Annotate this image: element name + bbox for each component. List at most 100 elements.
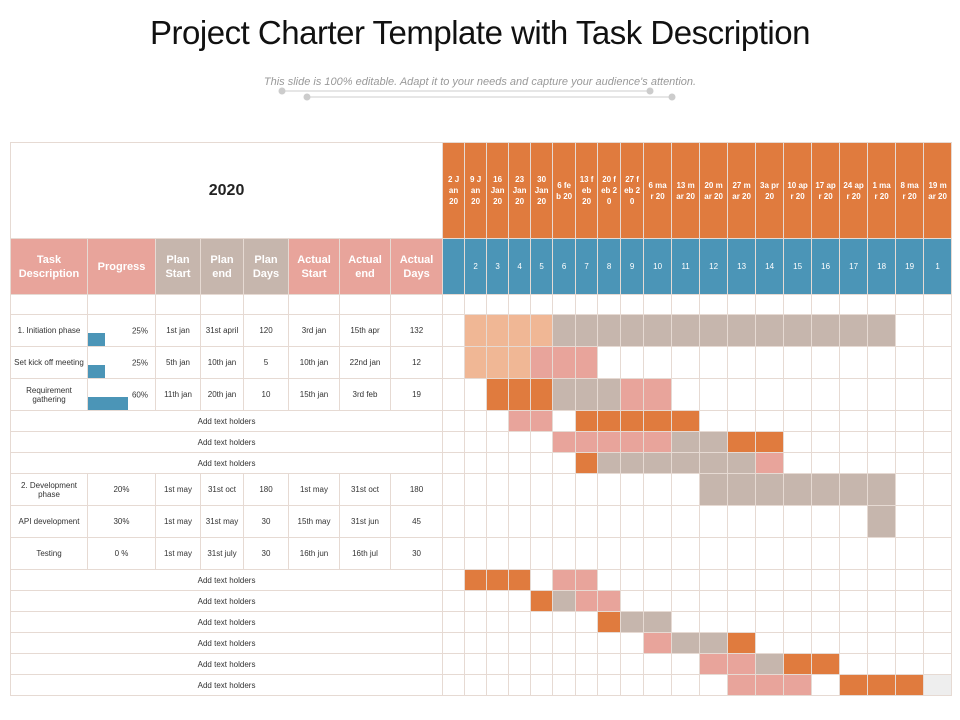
- cell: 180: [243, 473, 289, 506]
- gantt-cell: [923, 473, 953, 506]
- gantt-cell: [671, 632, 701, 654]
- cell: 0 %: [87, 537, 156, 570]
- gantt-cell: [486, 505, 510, 538]
- cell: Requirement gathering: [10, 378, 88, 411]
- task-row: 2. Development phase 20% 1st may 31st oct 18…: [10, 473, 953, 506]
- gantt-cell: [895, 569, 925, 591]
- gantt-cell: [620, 611, 645, 633]
- gantt-cell: [699, 632, 729, 654]
- gantt-cell: [508, 431, 532, 453]
- column-header-row: Task Description Progress Plan Start Plan e…: [10, 238, 953, 295]
- gantt-cell: [755, 632, 785, 654]
- gantt-cell: [811, 632, 841, 654]
- gantt-cell: [508, 452, 532, 474]
- gantt-cell: [755, 505, 785, 538]
- gantt-cell: [508, 674, 532, 696]
- gantt-cell: [597, 314, 622, 347]
- cell: 31st july: [200, 537, 244, 570]
- gantt-cell: [727, 378, 757, 411]
- gantt-cell: [699, 346, 729, 379]
- empty-cell: [620, 294, 645, 315]
- gantt-cell: [464, 431, 488, 453]
- gantt-cell: [530, 378, 554, 411]
- gantt-cell: [783, 590, 813, 612]
- task-row: Add text holders: [9, 674, 953, 696]
- gantt-cell: [530, 632, 554, 654]
- gantt-cell: [464, 378, 488, 411]
- gantt-cell: [486, 410, 510, 432]
- gantt-cell: [727, 410, 757, 432]
- date-header: 20 feb 20: [597, 142, 622, 239]
- empty-cell: [923, 294, 953, 315]
- gantt-cell: [508, 410, 532, 432]
- gantt-cell: [839, 431, 869, 453]
- empty-cell: [839, 294, 869, 315]
- gantt-cell: [811, 653, 841, 675]
- gantt-cell: [783, 674, 813, 696]
- gantt-cell: [575, 410, 599, 432]
- column-header: Actual Days: [389, 238, 444, 295]
- progress-bar: [88, 396, 129, 410]
- gantt-cell: [464, 537, 488, 570]
- date-header: 9 Jan 20: [464, 142, 488, 239]
- gantt-cell: [671, 590, 701, 612]
- subtitle: This slide is 100% editable. Adapt it to…: [263, 76, 697, 88]
- progress-cell: 25%: [87, 314, 156, 347]
- progress-bar: [88, 332, 105, 346]
- empty-cell: [486, 294, 510, 315]
- gantt-cell: [597, 611, 622, 633]
- gantt-cell: [486, 473, 510, 506]
- gantt-cell: [923, 674, 953, 696]
- decoration: [278, 87, 676, 101]
- cell: 30: [389, 537, 444, 570]
- cell: 31st oct: [200, 473, 244, 506]
- week-number: 19: [895, 238, 925, 295]
- gantt-cell: [811, 505, 841, 538]
- gantt-cell: [755, 452, 785, 474]
- empty-cell: [288, 294, 340, 315]
- gantt-cell: [923, 431, 953, 453]
- text-holder: Add text holders: [9, 452, 444, 474]
- cell: 180: [389, 473, 444, 506]
- gantt-cell: [839, 505, 869, 538]
- gantt-cell: [755, 537, 785, 570]
- date-header: 30 Jan 20: [530, 142, 554, 239]
- gantt-cell: [464, 569, 488, 591]
- gantt-cell: [811, 674, 841, 696]
- gantt-cell: [508, 590, 532, 612]
- progress-bar: [88, 364, 105, 378]
- gantt-cell: [597, 653, 622, 675]
- empty-cell: [464, 294, 488, 315]
- gantt-cell: [643, 569, 673, 591]
- gantt-cell: [597, 590, 622, 612]
- gantt-cell: [811, 452, 841, 474]
- gantt-cell: [783, 537, 813, 570]
- gantt-cell: [508, 314, 532, 347]
- column-header: Plan end: [200, 238, 244, 295]
- gantt-cell: [867, 410, 897, 432]
- gantt-cell: [839, 653, 869, 675]
- gantt-cell: [552, 569, 577, 591]
- gantt-cell: [671, 410, 701, 432]
- gantt-cell: [486, 611, 510, 633]
- gantt-cell: [643, 378, 673, 411]
- empty-cell: [699, 294, 729, 315]
- gantt-cell: [895, 314, 925, 347]
- gantt-cell: [895, 590, 925, 612]
- gantt-cell: [552, 314, 577, 347]
- progress-label: 25%: [131, 326, 148, 335]
- gantt-cell: [620, 314, 645, 347]
- gantt-cell: [464, 346, 488, 379]
- gantt-cell: [508, 346, 532, 379]
- empty-cell: [867, 294, 897, 315]
- empty-cell: [783, 294, 813, 315]
- gantt-cell: [671, 314, 701, 347]
- empty-cell: [895, 294, 925, 315]
- gantt-cell: [783, 632, 813, 654]
- column-header: Plan Start: [155, 238, 201, 295]
- gantt-cell: [530, 452, 554, 474]
- gantt-cell: [867, 590, 897, 612]
- gantt-cell: [923, 410, 953, 432]
- column-header: Plan Days: [243, 238, 289, 295]
- cell: 10th jan: [200, 346, 244, 379]
